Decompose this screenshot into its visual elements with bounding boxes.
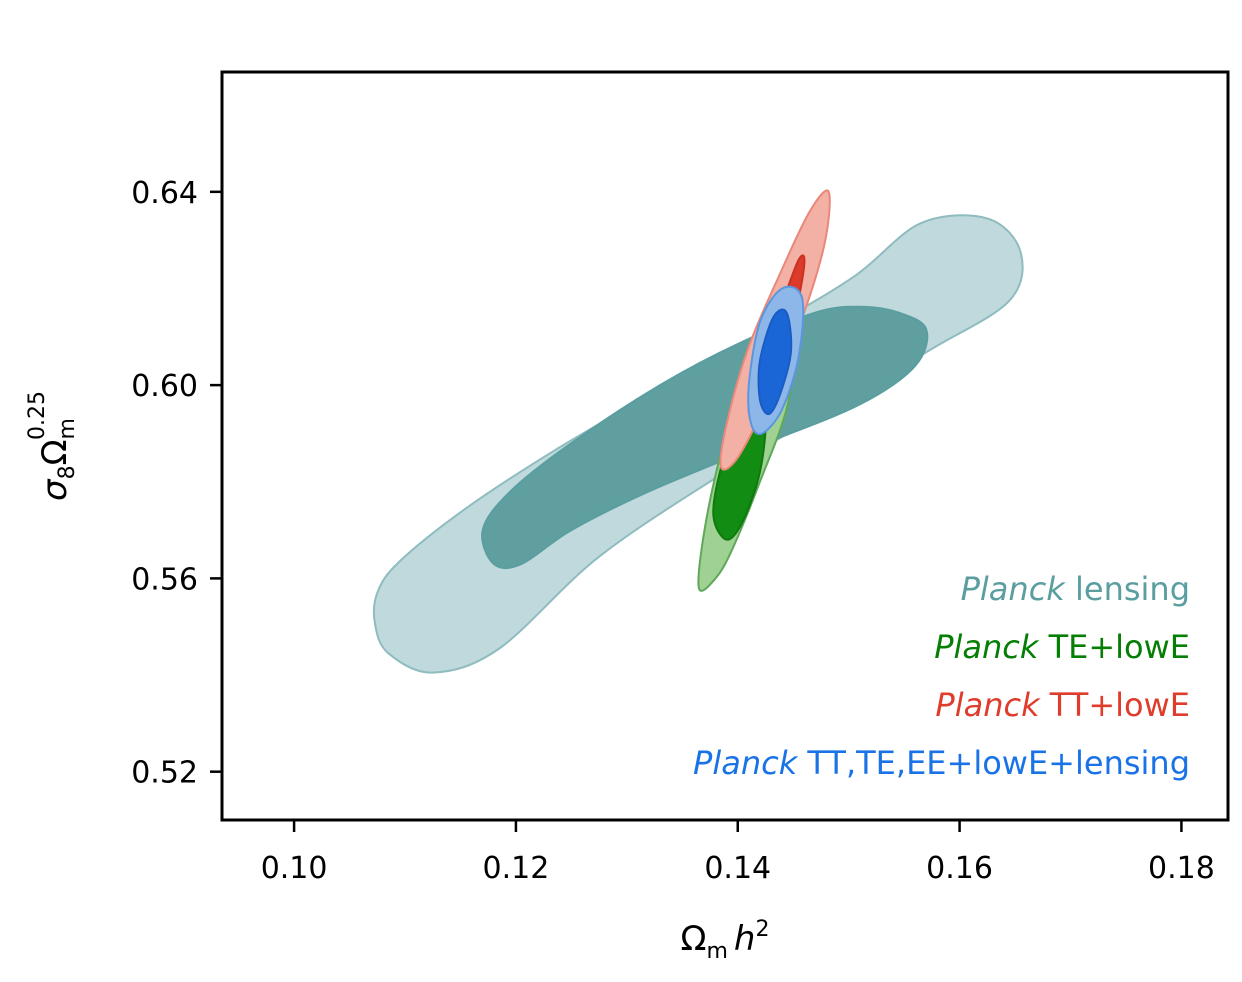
x-axis-label-omega-sub: m [706, 939, 727, 964]
legend-entry-4: Planck TT,TE,EE+lowE+lensing [693, 744, 1190, 782]
x-tick-label: 0.18 [1148, 851, 1215, 886]
x-tick-label: 0.16 [926, 851, 993, 886]
x-tick-label: 0.12 [483, 851, 550, 886]
y-axis-label-omega: Ω [35, 439, 75, 465]
legend-entry-rest: TT,TE,EE+lowE+lensing [797, 744, 1190, 782]
legend-entry-3: Planck TT+lowE [935, 686, 1190, 724]
contour-layer [372, 189, 1024, 674]
x-axis-ticks: 0.10 0.12 0.14 0.16 0.18 [261, 820, 1215, 886]
x-tick-label: 0.10 [261, 851, 328, 886]
y-axis-label-omega-sub: m [55, 418, 80, 439]
x-axis-label: Ωm h2 [681, 917, 770, 964]
y-axis-label: σ8Ωm0.25 [25, 391, 80, 501]
y-axis-label-sup: 0.25 [25, 391, 50, 440]
x-axis-label-omega: Ω [681, 919, 707, 959]
legend-entry-rest: TE+lowE [1038, 628, 1190, 666]
y-tick-label: 0.60 [131, 369, 198, 404]
y-axis-label-sigma-sub: 8 [55, 465, 80, 479]
legend-entry-1: Planck lensing [961, 570, 1190, 608]
y-tick-label: 0.64 [131, 176, 198, 211]
legend-entry-2: Planck TE+lowE [934, 628, 1190, 666]
legend-entry-rest: TT+lowE [1040, 686, 1190, 724]
legend-entry-italic: Planck [934, 628, 1040, 666]
x-axis-label-h: h [734, 919, 756, 959]
y-axis-label-sigma: σ [35, 478, 75, 501]
legend-entry-italic: Planck [935, 686, 1041, 724]
legend-entry-italic: Planck [693, 744, 799, 782]
y-tick-label: 0.52 [131, 756, 198, 791]
plot-frame [220, 70, 1230, 822]
y-tick-label: 0.56 [131, 562, 198, 597]
y-axis-ticks: 0.52 0.56 0.60 0.64 [131, 176, 222, 791]
x-tick-label: 0.14 [704, 851, 771, 886]
contour-series1-68pct [481, 305, 929, 570]
x-axis-label-sup: 2 [755, 917, 769, 942]
legend-entry-italic: Planck [961, 570, 1067, 608]
contour-series4-68pct [757, 308, 793, 416]
legend-entry-rest: lensing [1065, 570, 1190, 608]
